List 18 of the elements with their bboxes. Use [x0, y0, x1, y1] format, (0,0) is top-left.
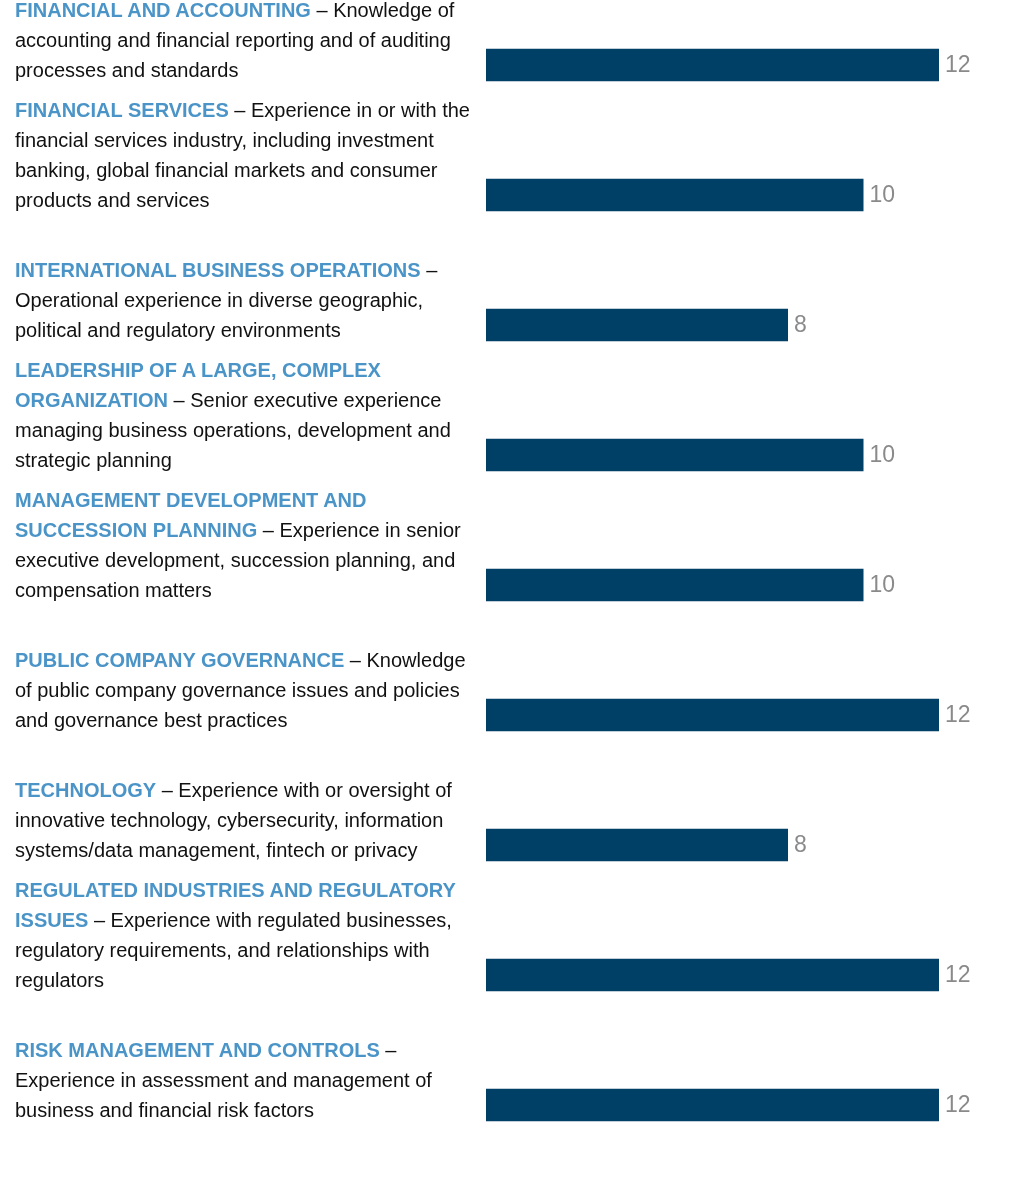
- y-tick-label: TECHNOLOGY – Experience with or oversight of innovative technology, cybersecurity, information systems/data management, fintech or privacy: [15, 778, 453, 863]
- y-tick-label: RISK MANAGEMENT AND CONTROLS – Experience in assessment and management of business and financial risk factors: [15, 1038, 433, 1123]
- data-label: 12: [945, 961, 971, 987]
- y-tick-label: INTERNATIONAL BUSINESS OPERATIONS – Operational experience in diverse geographic, political and regulatory environments: [15, 258, 439, 343]
- y-tick-label: FINANCIAL SERVICES – Experience in or with the financial services industry, including investment banking, global financial markets and consumer products and services: [15, 98, 471, 213]
- data-label: 12: [945, 51, 971, 77]
- data-label: 12: [945, 1091, 971, 1117]
- y-tick-label: REGULATED INDUSTRIES AND REGULATORY ISSUES – Experience with regulated businesses, regulatory requirements, and relationships with regulators: [15, 878, 457, 993]
- data-label: 8: [794, 311, 807, 337]
- data-label: 10: [869, 441, 896, 467]
- y-tick-label: MANAGEMENT DEVELOPMENT AND SUCCESSION PLANNING – Experience in senior executive development, succession planning, and compensation matters: [15, 488, 462, 603]
- data-label: 10: [869, 571, 896, 597]
- data-label: 10: [869, 181, 896, 207]
- data-label: 12: [945, 701, 971, 727]
- y-tick-label: PUBLIC COMPANY GOVERNANCE – Knowledge of public company governance issues and policies and governance best practices: [15, 648, 467, 733]
- y-tick-label: FINANCIAL AND ACCOUNTING – Knowledge of accounting and financial reporting and of auditing processes and standards: [15, 0, 456, 83]
- y-tick-label: LEADERSHIP OF A LARGE, COMPLEX ORGANIZATION – Senior executive experience managing business operations, development and strategic planning: [15, 358, 452, 473]
- data-label: 8: [794, 831, 807, 857]
